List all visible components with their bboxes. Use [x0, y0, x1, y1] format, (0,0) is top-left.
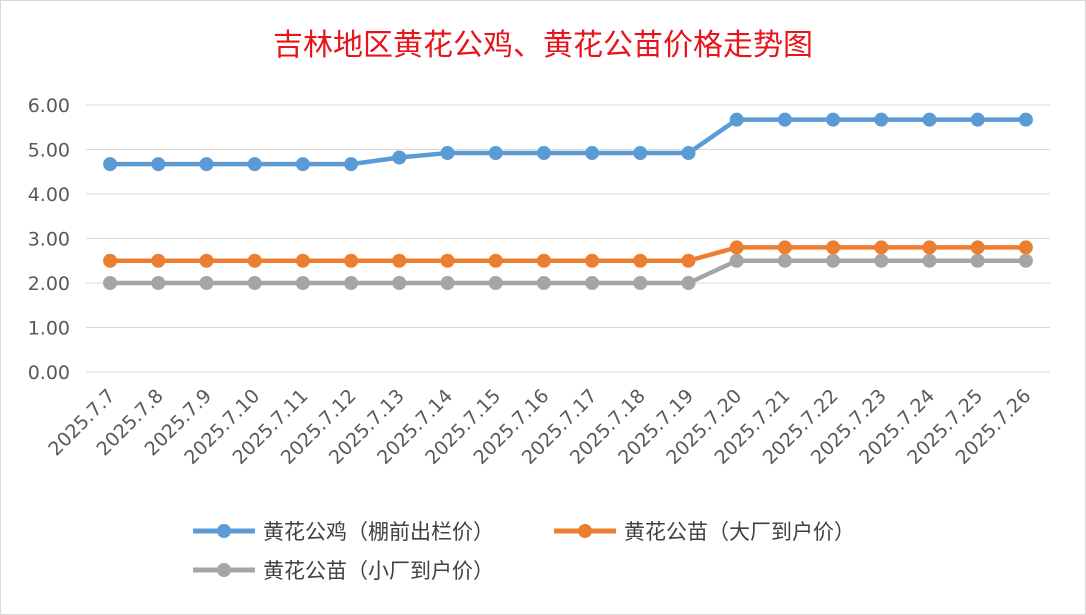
- data-point: [826, 253, 841, 268]
- data-point: [585, 253, 600, 268]
- data-point: [247, 276, 262, 290]
- data-point: [536, 253, 551, 268]
- legend-item: 黄花公苗（大厂到户价）: [554, 520, 855, 544]
- data-point: [729, 112, 744, 127]
- data-point: [199, 253, 214, 268]
- data-point: [488, 146, 503, 161]
- series-line: [110, 258, 1026, 286]
- data-point: [777, 240, 792, 255]
- data-point: [922, 253, 937, 268]
- data-point: [729, 240, 744, 255]
- data-point: [488, 276, 503, 290]
- legend: 黄花公鸡（棚前出栏价） 黄花公苗（大厂到户价） 黄花公苗（小厂到户价）: [193, 520, 855, 583]
- data-point: [199, 276, 214, 290]
- data-point: [440, 276, 455, 290]
- data-point: [247, 157, 262, 172]
- data-point: [874, 253, 889, 268]
- data-point: [970, 240, 985, 255]
- data-point: [633, 253, 648, 268]
- y-tick-label: 1.00: [28, 318, 70, 340]
- data-point: [922, 112, 937, 127]
- data-point: [151, 253, 166, 268]
- data-point: [777, 112, 792, 127]
- data-point: [392, 276, 407, 290]
- data-point: [1018, 253, 1033, 268]
- legend-item: 黄花公鸡（棚前出栏价）: [193, 520, 494, 544]
- data-point: [392, 253, 407, 268]
- series-1: [103, 240, 1033, 268]
- data-point: [874, 240, 889, 255]
- data-point: [681, 276, 696, 290]
- data-point: [103, 157, 118, 172]
- y-axis-ticks: 0.00 1.00 2.00 3.00 4.00 5.00 6.00: [28, 95, 70, 384]
- data-point: [826, 240, 841, 255]
- y-tick-label: 5.00: [28, 140, 70, 162]
- data-point: [440, 146, 455, 161]
- legend-label: 黄花公苗（大厂到户价）: [624, 520, 855, 544]
- series-0: [103, 112, 1033, 172]
- data-point: [103, 253, 118, 268]
- data-point: [536, 276, 551, 290]
- data-point: [970, 253, 985, 268]
- data-point: [633, 276, 648, 290]
- data-point: [633, 146, 648, 161]
- series-line: [110, 245, 1026, 263]
- series-lines: [103, 112, 1033, 290]
- data-point: [344, 157, 359, 172]
- data-point: [970, 112, 985, 127]
- data-point: [536, 146, 551, 161]
- chart-title: 吉林地区黄花公鸡、黄花公苗价格走势图: [273, 28, 813, 63]
- data-point: [295, 253, 310, 268]
- data-point: [874, 112, 889, 127]
- series-2: [103, 253, 1033, 290]
- data-point: [681, 146, 696, 161]
- legend-marker: [578, 524, 592, 538]
- data-point: [681, 253, 696, 268]
- series-line: [110, 117, 1026, 167]
- data-point: [1018, 112, 1033, 127]
- data-point: [585, 276, 600, 290]
- data-point: [922, 240, 937, 255]
- data-point: [392, 150, 407, 165]
- legend-label: 黄花公鸡（棚前出栏价）: [263, 520, 494, 544]
- data-point: [826, 112, 841, 127]
- data-point: [295, 276, 310, 290]
- data-point: [344, 276, 359, 290]
- y-tick-label: 4.00: [28, 184, 70, 206]
- data-point: [729, 253, 744, 268]
- data-point: [777, 253, 792, 268]
- y-tick-label: 0.00: [28, 362, 70, 384]
- legend-label: 黄花公苗（小厂到户价）: [263, 559, 494, 583]
- legend-item: 黄花公苗（小厂到户价）: [193, 559, 494, 583]
- data-point: [151, 276, 166, 290]
- legend-marker: [217, 524, 231, 538]
- data-point: [488, 253, 503, 268]
- data-point: [295, 157, 310, 172]
- data-point: [199, 157, 214, 172]
- y-tick-label: 3.00: [28, 229, 70, 251]
- data-point: [151, 157, 166, 172]
- data-point: [440, 253, 455, 268]
- y-tick-label: 6.00: [28, 95, 70, 117]
- data-point: [344, 253, 359, 268]
- data-point: [1018, 240, 1033, 255]
- y-tick-label: 2.00: [28, 273, 70, 295]
- data-point: [585, 146, 600, 161]
- data-point: [247, 253, 262, 268]
- legend-marker: [217, 563, 231, 577]
- data-point: [103, 276, 118, 290]
